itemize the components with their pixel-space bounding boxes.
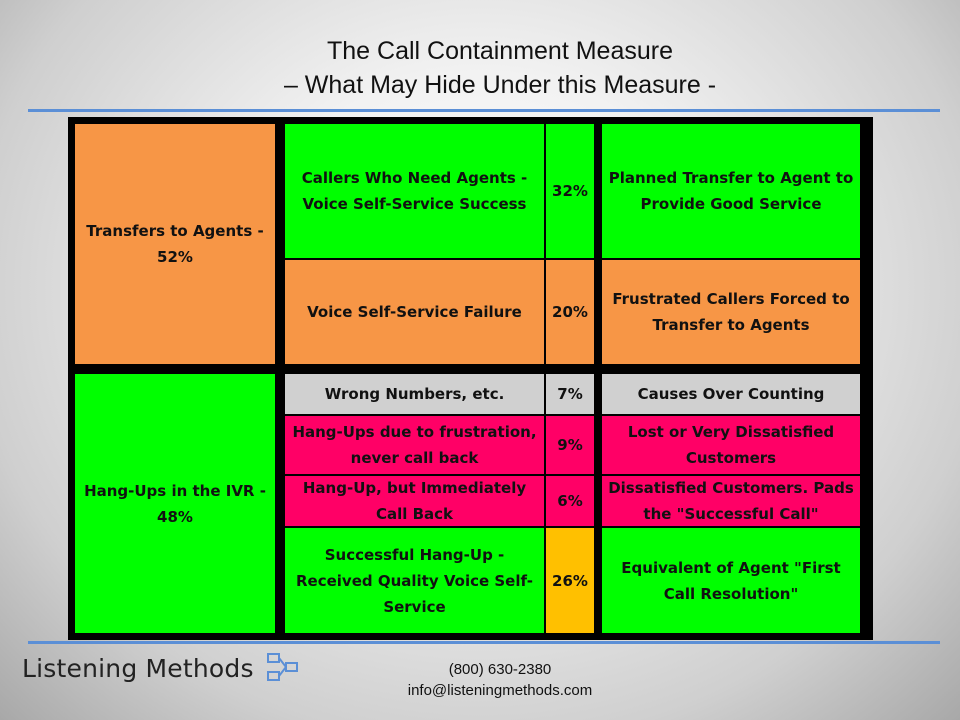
meaning-cell: Frustrated Callers Forced to Transfer to… <box>602 260 860 364</box>
percent-cell: 9% <box>546 416 594 474</box>
category-cell: Voice Self-Service Failure <box>285 260 544 364</box>
logo-text: Listening Methods <box>22 654 254 683</box>
meaning-cell: Planned Transfer to Agent to Provide Goo… <box>602 124 860 258</box>
percent-cell: 6% <box>546 476 594 526</box>
percent-cell: 32% <box>546 124 594 258</box>
containment-table: Transfers to Agents - 52% Hang-Ups in th… <box>68 117 873 640</box>
category-cell: Hang-Ups due to frustration, never call … <box>285 416 544 474</box>
bottom-divider <box>28 641 940 644</box>
top-divider <box>28 109 940 112</box>
title-line-2: – What May Hide Under this Measure - <box>283 71 717 99</box>
category-cell: Successful Hang-Up - Received Quality Vo… <box>285 528 544 633</box>
title-line-1: The Call Containment Measure <box>327 37 673 65</box>
meaning-cell: Lost or Very Dissatisfied Customers <box>602 416 860 474</box>
percent-cell: 7% <box>546 374 594 414</box>
company-logo: Listening Methods <box>22 652 300 688</box>
meaning-cell: Equivalent of Agent "First Call Resoluti… <box>602 528 860 633</box>
contact-info: (800) 630-2380 info@listeningmethods.com <box>370 659 630 701</box>
percent-cell: 20% <box>546 260 594 364</box>
meaning-cell: Dissatisfied Customers. Pads the "Succes… <box>602 476 860 526</box>
phone-number: (800) 630-2380 <box>448 661 552 678</box>
email-address[interactable]: info@listeningmethods.com <box>407 682 593 699</box>
percent-cell: 26% <box>546 528 594 633</box>
category-cell: Callers Who Need Agents - Voice Self-Ser… <box>285 124 544 258</box>
network-icon <box>266 652 300 688</box>
category-cell: Hang-Up, but Immediately Call Back <box>285 476 544 526</box>
transfers-to-agents-cell: Transfers to Agents - 52% <box>75 124 275 364</box>
hang-ups-in-ivr-cell: Hang-Ups in the IVR - 48% <box>75 374 275 633</box>
meaning-cell: Causes Over Counting <box>602 374 860 414</box>
category-cell: Wrong Numbers, etc. <box>285 374 544 414</box>
